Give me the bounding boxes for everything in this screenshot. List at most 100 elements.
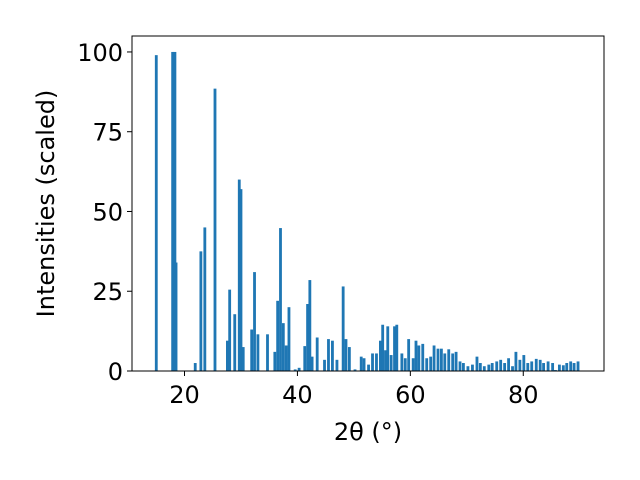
bar-27: [306, 304, 309, 371]
bar-4: [193, 363, 197, 371]
x-tick-label-3: 80: [508, 381, 539, 409]
bar-52: [403, 358, 407, 371]
bar-17: [266, 334, 269, 371]
bar-67: [458, 361, 462, 371]
bar-20: [279, 228, 282, 371]
bar-40: [362, 358, 366, 371]
bar-73: [482, 366, 486, 371]
bar-23: [287, 307, 291, 371]
bar-80: [511, 366, 514, 371]
bar-43: [375, 353, 378, 371]
bar-45: [381, 324, 385, 371]
bar-6: [203, 227, 207, 371]
bar-33: [331, 340, 334, 371]
bar-96: [572, 363, 576, 371]
bar-68: [462, 363, 465, 371]
bar-72: [478, 363, 482, 371]
bar-65: [451, 353, 455, 371]
bar-39: [359, 356, 363, 371]
bar-29: [310, 356, 314, 371]
bar-83: [522, 355, 526, 371]
bar-77: [499, 359, 503, 371]
y-tick-label-4: 100: [77, 39, 123, 67]
bar-12: [239, 189, 243, 371]
y-tick-label-1: 25: [92, 278, 123, 306]
bar-86: [534, 358, 538, 371]
bar-57: [421, 343, 425, 371]
bar-63: [443, 353, 447, 371]
bar-66: [454, 351, 458, 371]
bar-32: [327, 339, 330, 371]
bar-64: [447, 349, 451, 371]
bar-97: [576, 361, 580, 371]
bar-48: [389, 355, 393, 371]
bars-layer: [154, 51, 580, 371]
bar-61: [436, 348, 440, 371]
bar-38: [353, 369, 357, 371]
bar-60: [432, 345, 436, 371]
bar-37: [347, 347, 351, 371]
bar-47: [386, 326, 390, 371]
bar-2: [173, 51, 177, 371]
bar-78: [503, 363, 507, 371]
ticks-layer: 20 40 60 80 0 25 50 75 100: [77, 39, 538, 409]
bar-89: [546, 361, 550, 371]
bar-94: [565, 363, 569, 371]
bar-51: [400, 353, 404, 371]
bar-42: [371, 353, 374, 371]
bar-35: [341, 286, 345, 371]
bar-10: [233, 314, 237, 371]
bar-69: [466, 366, 470, 371]
bar-0: [154, 55, 158, 371]
bar-55: [414, 340, 418, 371]
bar-81: [514, 351, 518, 371]
bar-26: [303, 346, 307, 371]
y-tick-label-3: 75: [92, 119, 123, 147]
x-tick-label-2: 60: [395, 381, 426, 409]
bar-3: [174, 262, 178, 371]
y-tick-label-2: 50: [92, 198, 123, 226]
bar-30: [315, 337, 319, 371]
bar-18: [273, 351, 277, 371]
bar-9: [228, 289, 232, 371]
bar-50: [395, 324, 399, 371]
y-axis-label: Intensities (scaled): [32, 90, 60, 318]
bar-41: [367, 364, 370, 371]
bar-53: [407, 339, 411, 371]
x-tick-label-1: 40: [282, 381, 313, 409]
bar-59: [429, 356, 433, 371]
bar-24: [293, 369, 297, 371]
bar-82: [518, 359, 522, 371]
bar-58: [425, 358, 429, 371]
bar-90: [551, 363, 555, 371]
bar-70: [471, 364, 474, 371]
bar-62: [439, 348, 443, 371]
bar-87: [538, 359, 542, 371]
bar-19: [276, 300, 280, 371]
bar-16: [256, 334, 260, 371]
bar-56: [417, 345, 421, 371]
bar-71: [475, 356, 479, 371]
bar-46: [384, 350, 387, 371]
bar-31: [323, 359, 326, 371]
bar-7: [213, 88, 217, 371]
bar-21: [281, 323, 285, 371]
bar-88: [542, 363, 545, 371]
bar-14: [250, 329, 254, 371]
bar-28: [308, 280, 312, 371]
bar-44: [379, 340, 382, 371]
bar-49: [393, 326, 396, 371]
bar-76: [495, 361, 499, 371]
bar-15: [253, 272, 256, 371]
bar-85: [530, 361, 534, 371]
bar-92: [557, 364, 561, 371]
bar-93: [561, 365, 565, 371]
bar-1: [171, 51, 175, 371]
bar-8: [226, 340, 229, 371]
bar-13: [241, 347, 245, 371]
bar-79: [507, 358, 510, 371]
bar-54: [411, 358, 415, 371]
bar-34: [335, 359, 339, 371]
x-tick-label-0: 20: [169, 381, 200, 409]
